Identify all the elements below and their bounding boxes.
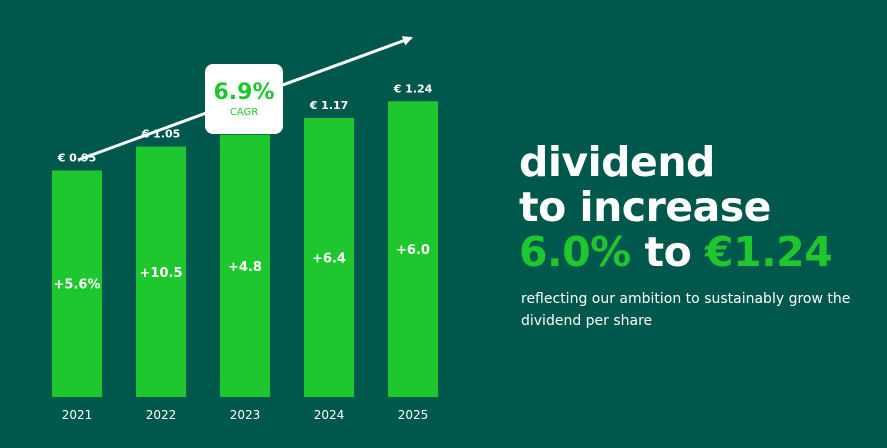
x-tick-2022: 2022 — [146, 408, 177, 422]
value-label-2022: € 1.05 — [141, 128, 181, 141]
x-tick-2025: 2025 — [398, 408, 429, 422]
cagr-value: 6.9% — [213, 79, 275, 105]
x-tick-2021: 2021 — [62, 408, 93, 422]
headline-line2: to increase — [519, 183, 772, 231]
bar-2021 — [52, 170, 102, 397]
headline-line1: dividend — [519, 138, 715, 186]
growth-label-2025: +6.0 — [396, 243, 430, 258]
bar-2025 — [388, 101, 438, 398]
value-label-2021: € 0.95 — [57, 151, 97, 164]
growth-label-2021: +5.6% — [54, 278, 101, 293]
growth-label-2022: +10.5 — [140, 266, 183, 281]
headline-to: to — [630, 228, 706, 276]
headline-line3: 6.0% to €1.24 — [519, 228, 833, 276]
headline-growth: 6.0% — [519, 228, 631, 276]
cagr-label: CAGR — [229, 106, 259, 118]
growth-label-2024: +6.4 — [312, 252, 346, 267]
value-label-2024: € 1.17 — [309, 99, 349, 112]
bar-2024 — [304, 118, 354, 397]
headline: dividend to increase 6.0% to €1.24 — [519, 138, 833, 276]
bar-2023 — [220, 134, 270, 397]
bar-2022 — [136, 146, 186, 397]
growth-label-2023: +4.8 — [228, 260, 262, 275]
headline-amount: €1.24 — [705, 228, 833, 276]
x-tick-2023: 2023 — [230, 408, 261, 422]
value-label-2025: € 1.24 — [393, 82, 433, 95]
x-tick-2024: 2024 — [314, 408, 345, 422]
cagr-annotation: 6.9% CAGR — [205, 64, 283, 134]
headline-subtext: reflecting our ambition to sustainably g… — [521, 291, 851, 329]
